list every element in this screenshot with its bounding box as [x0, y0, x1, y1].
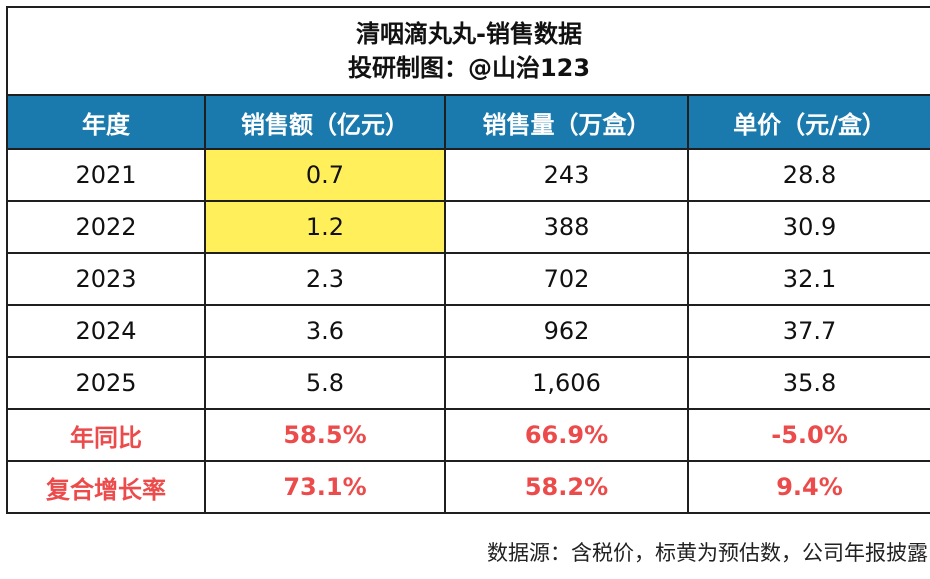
volume-cell: 702	[444, 252, 689, 306]
table-row: 2021 0.7 243 28.8	[6, 148, 930, 202]
volume-cell: 1,606	[444, 356, 689, 410]
table-row: 2023 2.3 702 32.1	[6, 252, 930, 306]
yoy-volume: 66.9%	[444, 408, 689, 462]
sales-cell-estimated: 1.2	[204, 200, 446, 254]
sales-cell: 2.3	[204, 252, 446, 306]
header-price: 单价（元/盒）	[686, 94, 930, 150]
sales-cell: 5.8	[204, 356, 446, 410]
cagr-row: 复合增长率 73.1% 58.2% 9.4%	[6, 460, 930, 514]
table-row: 2025 5.8 1,606 35.8	[6, 356, 930, 410]
table-row: 2024 3.6 962 37.7	[6, 304, 930, 358]
source-note-text: 数据源：含税价，标黄为预估数，公司年报披露	[487, 541, 928, 565]
yoy-row: 年同比 58.5% 66.9% -5.0%	[6, 408, 930, 462]
volume-cell: 962	[444, 304, 689, 358]
year-cell: 2025	[6, 356, 206, 410]
header-sales: 销售额（亿元）	[204, 94, 446, 150]
cagr-volume: 58.2%	[444, 460, 689, 514]
yoy-sales: 58.5%	[204, 408, 446, 462]
year-cell: 2021	[6, 148, 206, 202]
price-cell: 35.8	[686, 356, 930, 410]
year-cell: 2022	[6, 200, 206, 254]
sales-table-container: 清咽滴丸丸-销售数据 投研制图：@山治123 年度 销售额（亿元） 销售量（万盒…	[5, 6, 930, 514]
cagr-price: 9.4%	[686, 460, 930, 514]
cagr-label: 复合增长率	[6, 460, 206, 514]
yoy-price: -5.0%	[686, 408, 930, 462]
year-cell: 2024	[6, 304, 206, 358]
price-cell: 28.8	[686, 148, 930, 202]
yoy-label: 年同比	[6, 408, 206, 462]
sales-table: 清咽滴丸丸-销售数据 投研制图：@山治123 年度 销售额（亿元） 销售量（万盒…	[5, 6, 930, 514]
chart-subtitle: 投研制图：@山治123	[347, 54, 591, 82]
sales-cell-estimated: 0.7	[204, 148, 446, 202]
header-row: 年度 销售额（亿元） 销售量（万盒） 单价（元/盒）	[6, 94, 930, 150]
cagr-sales: 73.1%	[204, 460, 446, 514]
table-row: 2022 1.2 388 30.9	[6, 200, 930, 254]
source-note: 数据源：含税价，标黄为预估数，公司年报披露	[6, 531, 930, 575]
volume-cell: 243	[444, 148, 689, 202]
volume-cell: 388	[444, 200, 689, 254]
sales-cell: 3.6	[204, 304, 446, 358]
year-cell: 2023	[6, 252, 206, 306]
price-cell: 32.1	[686, 252, 930, 306]
table-title-cell: 清咽滴丸丸-销售数据 投研制图：@山治123	[5, 6, 930, 96]
chart-title: 清咽滴丸丸-销售数据	[356, 20, 582, 48]
header-volume: 销售量（万盒）	[444, 94, 689, 150]
price-cell: 30.9	[686, 200, 930, 254]
price-cell: 37.7	[686, 304, 930, 358]
header-year: 年度	[6, 94, 206, 150]
